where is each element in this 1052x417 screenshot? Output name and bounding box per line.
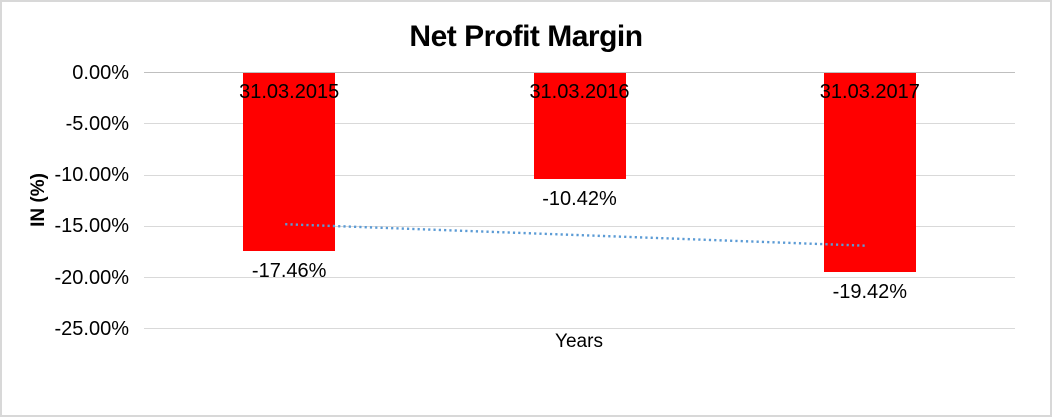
bar-date-label: 31.03.2017 [819,81,920,103]
bar-value-label: -10.42% [542,188,617,211]
bar-value-label: -17.46% [251,260,327,283]
y-tick-label: -25.00% [54,317,130,340]
y-tick-label: -20.00% [54,266,130,289]
bar [243,72,336,252]
bar-value-label: -19.42% [832,280,908,303]
chart-title: Net Profit Margin [409,20,643,53]
bar-date-label: 31.03.2016 [529,81,630,103]
x-axis-title: Years [555,331,603,352]
y-tick-label: -5.00% [65,112,129,135]
y-tick-label: -10.00% [54,164,130,187]
bar-date-label: 31.03.2015 [239,81,340,103]
y-tick-label: -15.00% [54,215,130,238]
trendline-path [285,223,867,247]
gridline [144,277,1015,279]
bar [533,72,626,180]
y-tick-label: 0.00% [72,61,129,84]
gridline [144,328,1015,330]
